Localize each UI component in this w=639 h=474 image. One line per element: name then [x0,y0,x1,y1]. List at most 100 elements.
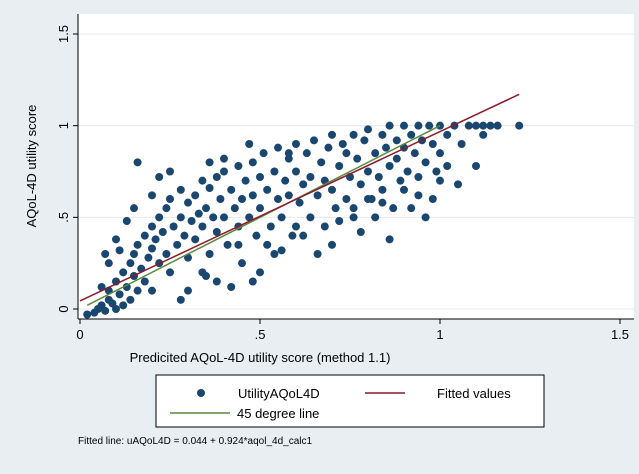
data-point-132 [432,167,441,176]
data-point-140 [472,121,480,130]
data-point-184 [292,222,300,231]
data-point-73 [270,167,279,176]
data-point-187 [364,195,372,203]
data-point-32 [162,250,171,258]
data-point-44 [191,235,200,244]
data-point-110 [371,149,380,158]
legend-box [155,374,545,428]
data-point-43 [191,191,200,200]
data-point-188 [378,198,387,207]
data-point-107 [364,167,372,176]
data-point-114 [382,143,390,152]
y-tick-label-3: 1.5 [56,25,71,43]
data-point-22 [140,277,149,286]
data-point-38 [176,213,185,222]
data-point-161 [407,204,416,213]
forty-five-degree-line [86,124,441,307]
data-point-84 [299,180,308,189]
data-point-182 [263,240,272,249]
data-point-74 [274,195,282,203]
data-point-177 [97,283,106,291]
data-point-82 [292,140,300,148]
data-point-160 [371,213,380,222]
data-point-87 [306,173,315,181]
data-point-76 [277,213,286,222]
data-point-37 [176,185,185,194]
data-point-57 [223,240,232,249]
legend-label-45deg: 45 degree line [237,406,319,421]
data-point-27 [151,235,160,244]
data-point-130 [425,121,434,130]
data-point-23 [144,253,153,262]
data-point-172 [122,217,131,225]
data-point-98 [338,140,347,148]
plot-area [78,14,634,319]
data-point-166 [245,140,254,148]
data-point-70 [259,149,268,158]
data-point-156 [299,231,308,240]
data-point-93 [324,143,333,152]
data-point-117 [389,204,398,213]
data-point-189 [400,185,408,194]
axis-ticks: 0 .5 1 1.5 0 .5 1 1.5 [56,25,629,342]
data-point-125 [410,149,419,158]
data-point-102 [349,130,358,139]
data-point-167 [220,154,228,163]
data-point-165 [284,149,293,158]
data-point-120 [396,176,405,185]
data-point-175 [130,204,138,213]
data-point-85 [302,149,311,158]
data-point-83 [295,198,304,207]
data-point-99 [342,195,351,203]
data-point-164 [479,130,488,139]
data-point-77 [281,176,290,185]
data-point-58 [227,185,236,194]
legend-marker-utility [197,389,205,397]
data-point-173 [112,235,120,244]
data-point-42 [187,217,196,225]
data-point-94 [328,185,336,194]
data-point-64 [245,213,254,222]
data-point-141 [472,162,480,170]
data-point-108 [364,125,372,134]
data-point-52 [212,173,221,181]
data-point-40 [184,198,192,207]
data-point-143 [486,121,495,130]
data-point-71 [263,185,272,194]
data-point-25 [148,244,156,253]
data-point-90 [317,158,326,167]
x-tick-label-3: 1.5 [611,327,629,342]
data-point-137 [454,180,462,189]
data-point-60 [234,162,243,170]
data-point-39 [180,231,189,240]
data-point-135 [443,130,452,139]
data-point-66 [248,191,257,200]
data-point-169 [166,167,174,176]
fitted-line-note: Fitted line: uAQoL4D = 0.044 + 0.924*aqo… [78,436,312,447]
data-point-47 [198,222,207,231]
data-point-69 [256,204,264,213]
data-point-54 [216,195,225,203]
data-point-155 [176,295,185,304]
data-point-53 [212,228,221,236]
data-point-81 [292,167,300,176]
data-point-179 [198,268,207,277]
data-point-33 [166,268,174,277]
x-tick-label-0: 0 [76,327,83,342]
data-point-168 [205,158,214,167]
data-point-48 [202,204,210,213]
legend: UtilityAQoL4D Fitted values 45 degree li… [155,374,545,428]
data-point-75 [274,143,282,152]
data-point-12 [119,301,128,310]
data-point-186 [349,204,358,213]
data-point-62 [238,195,246,203]
data-point-78 [284,154,293,163]
data-point-176 [101,250,110,258]
data-point-56 [220,167,228,176]
y-tick-label-0: 0 [56,305,71,312]
data-point-133 [436,121,444,130]
data-point-111 [374,173,383,181]
data-point-65 [248,158,257,167]
data-point-96 [331,204,340,213]
data-point-46 [198,176,207,185]
